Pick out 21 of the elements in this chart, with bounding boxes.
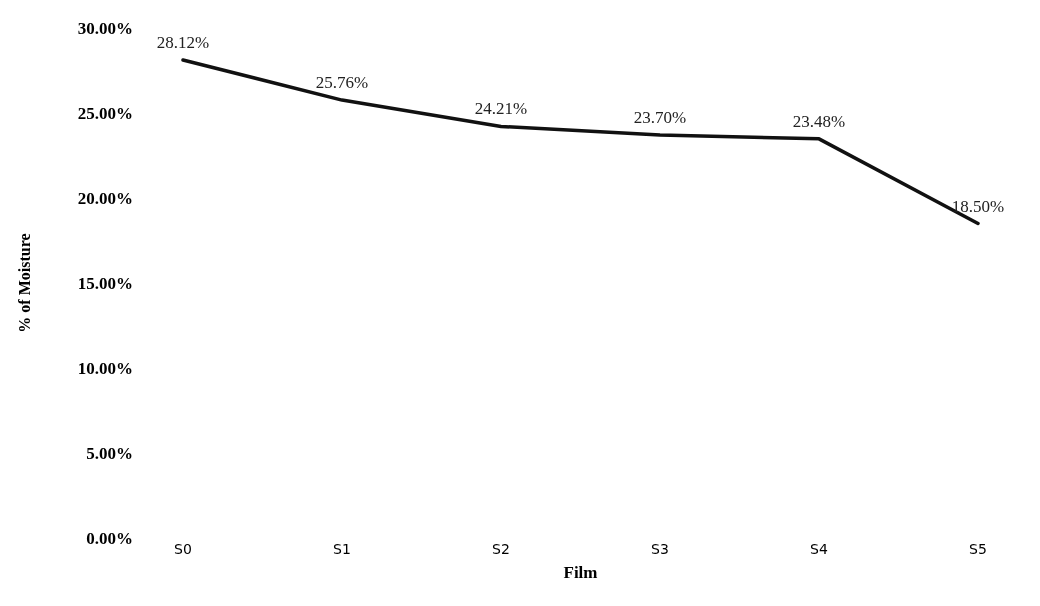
data-label: 28.12% xyxy=(156,32,210,52)
data-label: 24.21% xyxy=(474,99,528,119)
y-tick-label: 30.00% xyxy=(77,18,133,38)
y-tick-label: 20.00% xyxy=(77,188,133,208)
data-label: 23.70% xyxy=(633,108,687,128)
x-axis-title: Film xyxy=(563,563,598,582)
y-tick-label: 5.00% xyxy=(86,443,133,463)
y-tick-label: 15.00% xyxy=(77,273,133,293)
x-tick-label: S0 xyxy=(174,541,192,557)
x-tick-label: S4 xyxy=(810,541,828,557)
data-label: 18.50% xyxy=(951,196,1005,216)
y-tick-label: 10.00% xyxy=(77,358,133,378)
y-tick-label: 25.00% xyxy=(77,103,133,123)
y-axis-title: % of Moisture xyxy=(16,233,33,333)
x-tick-label: S1 xyxy=(333,541,351,557)
data-label: 25.76% xyxy=(315,73,369,93)
data-label: 23.48% xyxy=(792,111,846,131)
x-tick-label: S3 xyxy=(651,541,669,557)
y-tick-label: 0.00% xyxy=(86,528,133,548)
x-tick-label: S2 xyxy=(492,541,510,557)
x-tick-label: S5 xyxy=(969,541,987,557)
